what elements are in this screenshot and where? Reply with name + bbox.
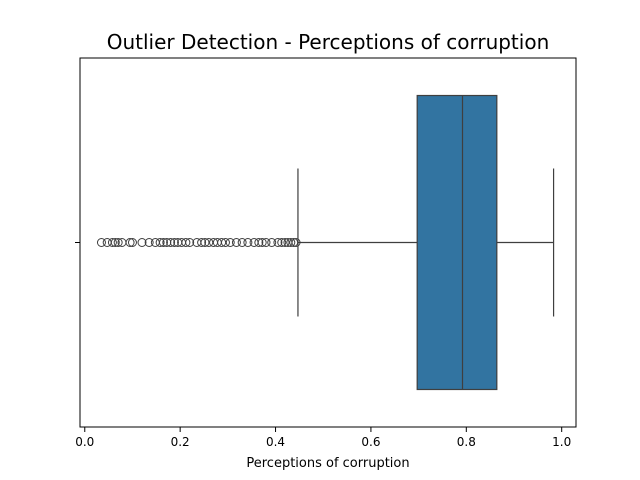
plot-area [75, 96, 554, 390]
x-tick-label: 0.6 [361, 435, 380, 449]
x-tick-label: 0.4 [266, 435, 285, 449]
x-tick-label: 0.2 [171, 435, 190, 449]
x-tick-label: 1.0 [552, 435, 571, 449]
outlier-point [151, 239, 159, 247]
chart-title: Outlier Detection - Perceptions of corru… [107, 30, 550, 54]
x-axis-label: Perceptions of corruption [246, 456, 409, 471]
iqr-box [417, 96, 497, 390]
x-tick-label: 0.8 [457, 435, 476, 449]
outlier-point [250, 239, 258, 247]
x-tick-label: 0.0 [75, 435, 94, 449]
